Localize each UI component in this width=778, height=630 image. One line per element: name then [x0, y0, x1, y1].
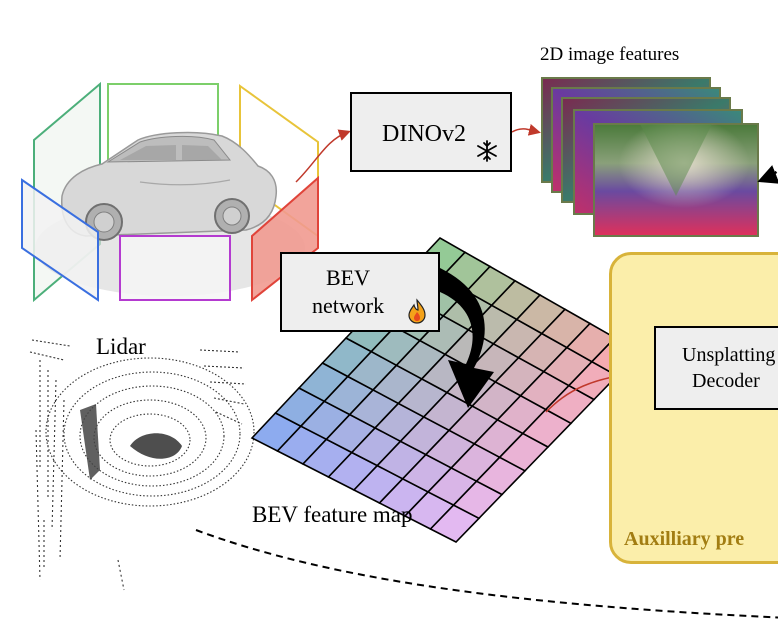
dinov2-label: DINOv2: [382, 121, 466, 147]
flame-icon: [408, 298, 426, 324]
lidar-obstacle: [80, 404, 100, 480]
arrow-dinov2-to-features: [511, 123, 541, 136]
lidar-point-cloud: [29, 339, 255, 591]
unsplatting-decoder-line2: Decoder: [692, 370, 760, 392]
dinov2-box: DINOv2: [350, 92, 512, 172]
unsplatting-decoder-box: Unsplatting Decoder: [654, 326, 778, 410]
lidar-label: Lidar: [96, 334, 146, 359]
unsplatting-decoder-line1: Unsplatting: [682, 344, 776, 366]
bev-feature-map-label: BEV feature map: [252, 502, 413, 527]
camera-frame-left: [21, 178, 99, 302]
dashed-arrow-right-to-features: [757, 165, 778, 184]
bev-network-line2: network: [312, 293, 385, 318]
snowflake-icon: [477, 140, 497, 162]
bev-network-box: BEV network: [280, 252, 440, 332]
auxiliary-title: Auxilliary pre: [624, 528, 745, 550]
arrow-cameras-to-dinov2: [295, 129, 351, 183]
camera-frame-right: [251, 175, 319, 303]
camera-frame-back: [119, 235, 231, 301]
lidar-shadow: [130, 433, 182, 459]
feature-map-stack: [541, 77, 759, 237]
image-features-label: 2D image features: [540, 44, 680, 65]
camera-frames-front: [21, 175, 319, 303]
dashed-curve-lidar-to-aux: [195, 529, 778, 619]
bev-network-line1: BEV: [326, 265, 370, 290]
arrow-bev-network-to-grid: [440, 268, 494, 408]
car-illustration: [61, 131, 278, 241]
